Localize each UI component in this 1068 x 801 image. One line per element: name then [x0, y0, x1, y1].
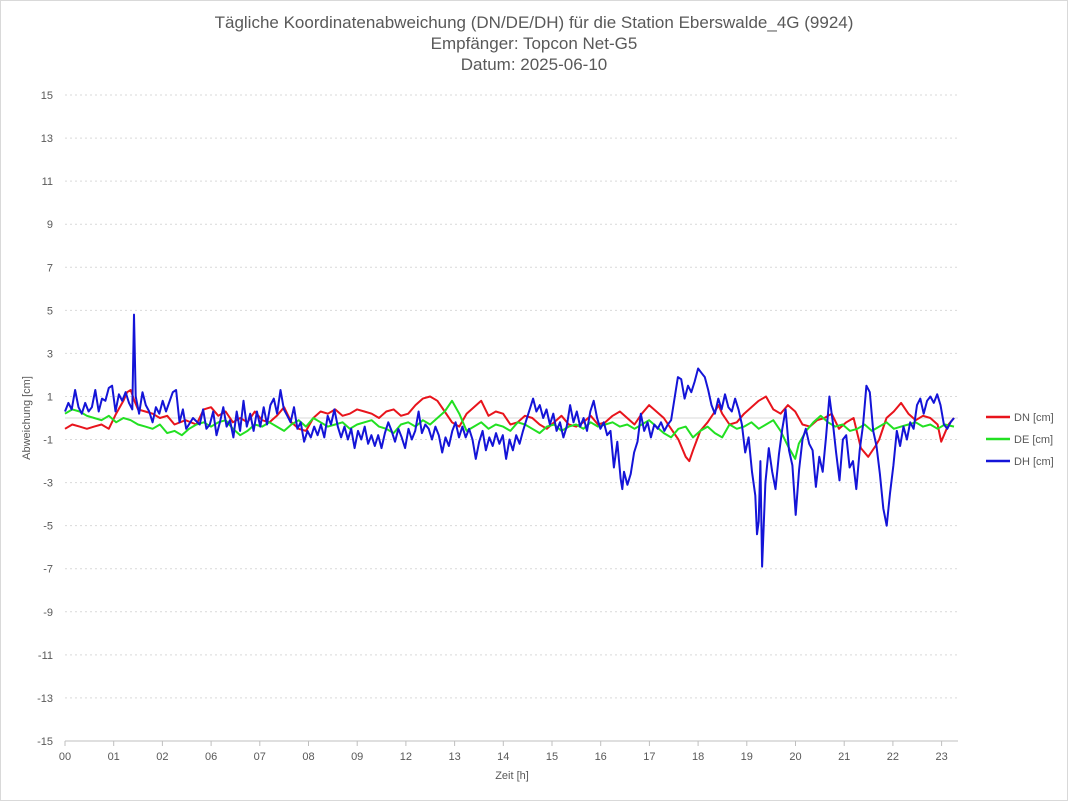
series-line-dh — [64, 313, 955, 568]
y-tick-label: -15 — [37, 736, 53, 748]
x-tick-label: 07 — [254, 751, 266, 763]
x-tick-label: 18 — [692, 751, 704, 763]
x-tick-label: 19 — [741, 751, 753, 763]
y-tick-label: -1 — [43, 435, 53, 447]
y-tick-label: 1 — [47, 391, 53, 403]
x-tick-label: 21 — [838, 751, 850, 763]
gridlines — [65, 94, 958, 742]
x-tick-label: 09 — [351, 751, 363, 763]
y-tick-label: 11 — [42, 176, 53, 188]
legend-label: DN [cm] — [1014, 412, 1054, 424]
x-tick-label: 20 — [789, 751, 801, 763]
y-tick-label: -11 — [38, 650, 53, 662]
legend: DN [cm] DE [cm] DH [cm] — [986, 412, 1054, 468]
series-line-dn — [64, 389, 955, 463]
x-axis-ticks: 00 01 02 06 07 08 09 12 13 14 15 16 17 18 19 20 21 22 23 — [59, 741, 948, 763]
x-tick-label: 22 — [887, 751, 899, 763]
x-tick-label: 08 — [302, 751, 314, 763]
y-tick-label: -3 — [43, 478, 53, 490]
y-tick-label: -7 — [43, 564, 53, 576]
x-tick-label: 12 — [400, 751, 412, 763]
x-tick-label: 06 — [205, 751, 217, 763]
y-tick-label: 15 — [41, 90, 53, 102]
x-tick-label: 13 — [448, 751, 460, 763]
x-tick-label: 02 — [156, 751, 168, 763]
x-tick-label: 15 — [546, 751, 558, 763]
legend-label: DE [cm] — [1014, 434, 1053, 446]
x-tick-label: 17 — [643, 751, 655, 763]
chart-titles: Tägliche Koordinatenabweichung (DN/DE/DH… — [0, 12, 1068, 75]
x-tick-label: 14 — [497, 751, 509, 763]
x-tick-label: 16 — [595, 751, 607, 763]
y-axis-ticks: 15 13 11 9 7 5 3 1 -1 -3 -5 -7 -9 -11 -13 -15 — [37, 90, 53, 748]
x-tick-label: 23 — [935, 751, 947, 763]
y-tick-label: -9 — [43, 607, 53, 619]
y-tick-label: 7 — [47, 262, 53, 274]
chart-subtitle-date: Datum: 2025-06-10 — [460, 55, 608, 74]
y-axis-label: Abweichung [cm] — [21, 376, 33, 460]
y-tick-label: 9 — [47, 219, 53, 231]
chart-subtitle-receiver: Empfänger: Topcon Net-G5 — [430, 34, 638, 53]
y-tick-label: 13 — [41, 133, 53, 145]
y-tick-label: 5 — [47, 305, 53, 317]
x-tick-label: 01 — [108, 751, 120, 763]
y-tick-label: -5 — [43, 521, 53, 533]
x-axis-label: Zeit [h] — [495, 770, 529, 782]
x-tick-label: 00 — [59, 751, 71, 763]
y-tick-label: -13 — [37, 693, 53, 705]
chart-title: Tägliche Koordinatenabweichung (DN/DE/DH… — [214, 13, 854, 32]
series-line-de — [64, 399, 955, 460]
y-tick-label: 3 — [47, 348, 53, 360]
legend-label: DH [cm] — [1014, 456, 1054, 468]
series-lines — [64, 313, 955, 568]
